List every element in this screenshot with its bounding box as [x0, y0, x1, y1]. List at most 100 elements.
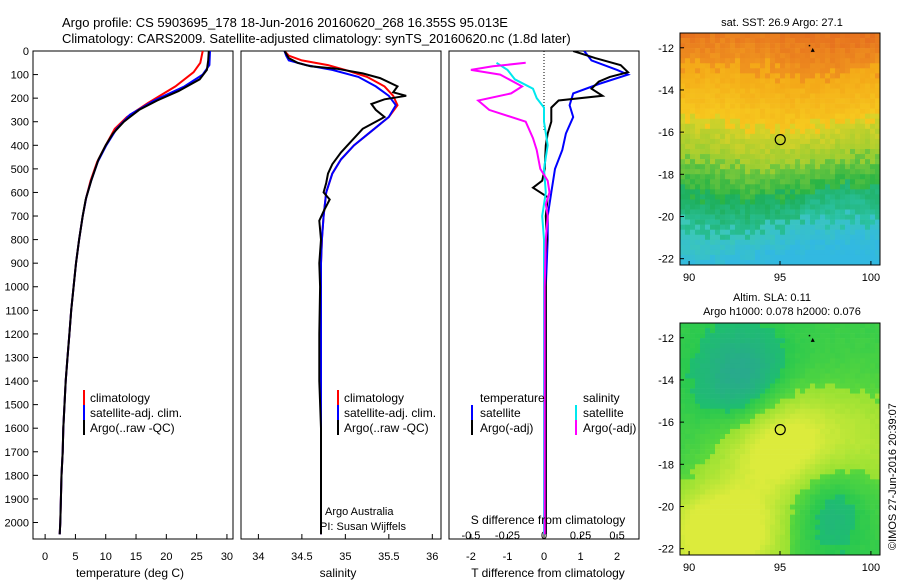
heatmap-cell	[860, 459, 866, 465]
x-tick-label: 30	[221, 551, 233, 563]
heatmap-cell	[705, 433, 711, 440]
header-line2: Climatology: CARS2009. Satellite-adjuste…	[62, 31, 571, 46]
heatmap-cell	[700, 348, 706, 354]
heatmap-cell	[870, 214, 876, 220]
heatmap-cell	[830, 194, 836, 200]
heatmap-cell	[840, 469, 846, 475]
heatmap-cell	[860, 189, 866, 195]
heatmap-cell	[725, 423, 731, 430]
heatmap-cell	[780, 459, 786, 465]
heatmap-cell	[780, 133, 786, 140]
heatmap-cell	[715, 149, 721, 155]
heatmap-cell	[760, 328, 766, 334]
heatmap-cell	[785, 383, 791, 389]
heatmap-cell	[695, 353, 701, 359]
heatmap-cell	[860, 484, 866, 490]
heatmap-cell	[700, 529, 706, 536]
heatmap-cell	[845, 423, 851, 430]
heatmap-cell	[760, 423, 766, 430]
heatmap-cell	[750, 459, 756, 465]
heatmap-cell	[840, 388, 846, 394]
heatmap-cell	[760, 388, 766, 394]
heatmap-cell	[865, 58, 871, 64]
heatmap-cell	[700, 333, 706, 339]
heatmap-cell	[690, 58, 696, 64]
heatmap-cell	[850, 323, 856, 329]
heatmap-cell	[720, 174, 726, 180]
heatmap-cell	[745, 474, 751, 480]
heatmap-cell	[850, 189, 856, 195]
heatmap-cell	[695, 224, 701, 230]
heatmap-cell	[745, 423, 751, 430]
heatmap-cell	[855, 388, 861, 394]
heatmap-cell	[750, 58, 756, 64]
heatmap-cell	[760, 323, 766, 329]
heatmap-cell	[685, 209, 691, 215]
heatmap-cell	[795, 118, 801, 125]
heatmap-cell	[720, 83, 726, 89]
heatmap-cell	[740, 214, 746, 220]
heatmap-cell	[825, 73, 831, 79]
heatmap-cell	[690, 229, 696, 236]
heatmap-cell	[860, 43, 866, 49]
heatmap-cell	[735, 78, 741, 84]
heatmap-cell	[690, 539, 696, 546]
heatmap-cell	[770, 343, 776, 349]
heatmap-cell	[815, 454, 821, 460]
heatmap-cell	[700, 464, 706, 470]
heatmap-cell	[865, 499, 871, 505]
heatmap-cell	[770, 239, 776, 246]
heatmap-cell	[805, 418, 811, 425]
heatmap-cell	[785, 234, 791, 241]
heatmap-cell	[830, 133, 836, 140]
heatmap-cell	[755, 464, 761, 470]
heatmap-cell	[700, 53, 706, 59]
heatmap-cell	[730, 194, 736, 200]
heatmap-cell	[725, 53, 731, 59]
heatmap-cell	[740, 239, 746, 246]
heatmap-cell	[730, 143, 736, 150]
heatmap-cell	[870, 174, 876, 180]
heatmap-cell	[825, 93, 831, 99]
heatmap-cell	[830, 128, 836, 135]
heatmap-cell	[685, 98, 691, 104]
heatmap-cell	[830, 179, 836, 185]
heatmap-cell	[730, 509, 736, 515]
heatmap-cell	[710, 403, 716, 410]
heatmap-cell	[850, 464, 856, 470]
heatmap-cell	[820, 494, 826, 500]
heatmap-cell	[770, 418, 776, 425]
heatmap-cell	[680, 333, 686, 339]
heatmap-cell	[790, 73, 796, 79]
heatmap-cell	[760, 398, 766, 404]
heatmap-cell	[700, 423, 706, 430]
heatmap-cell	[690, 358, 696, 364]
heatmap-cell	[855, 219, 861, 225]
heatmap-cell	[775, 73, 781, 79]
heatmap-cell	[860, 444, 866, 450]
heatmap-cell	[825, 524, 831, 531]
heatmap-cell	[865, 338, 871, 344]
heatmap-cell	[820, 38, 826, 44]
temperature-xlabel: temperature (deg C)	[76, 566, 184, 580]
heatmap-cell	[745, 544, 751, 551]
y-tick-label: 1600	[5, 423, 29, 435]
heatmap-cell	[755, 433, 761, 440]
heatmap-cell	[740, 479, 746, 485]
heatmap-cell	[695, 328, 701, 334]
heatmap-cell	[765, 428, 771, 435]
heatmap-cell	[680, 398, 686, 404]
heatmap-cell	[745, 113, 751, 120]
heatmap-cell	[865, 514, 871, 520]
heatmap-cell	[805, 348, 811, 354]
heatmap-cell	[835, 164, 841, 170]
heatmap-cell	[735, 128, 741, 135]
heatmap-cell	[725, 338, 731, 344]
heatmap-cell	[700, 38, 706, 44]
heatmap-cell	[865, 194, 871, 200]
heatmap-cell	[750, 323, 756, 329]
heatmap-cell	[720, 449, 726, 455]
heatmap-cell	[860, 338, 866, 344]
heatmap-cell	[725, 398, 731, 404]
heatmap-cell	[820, 383, 826, 389]
